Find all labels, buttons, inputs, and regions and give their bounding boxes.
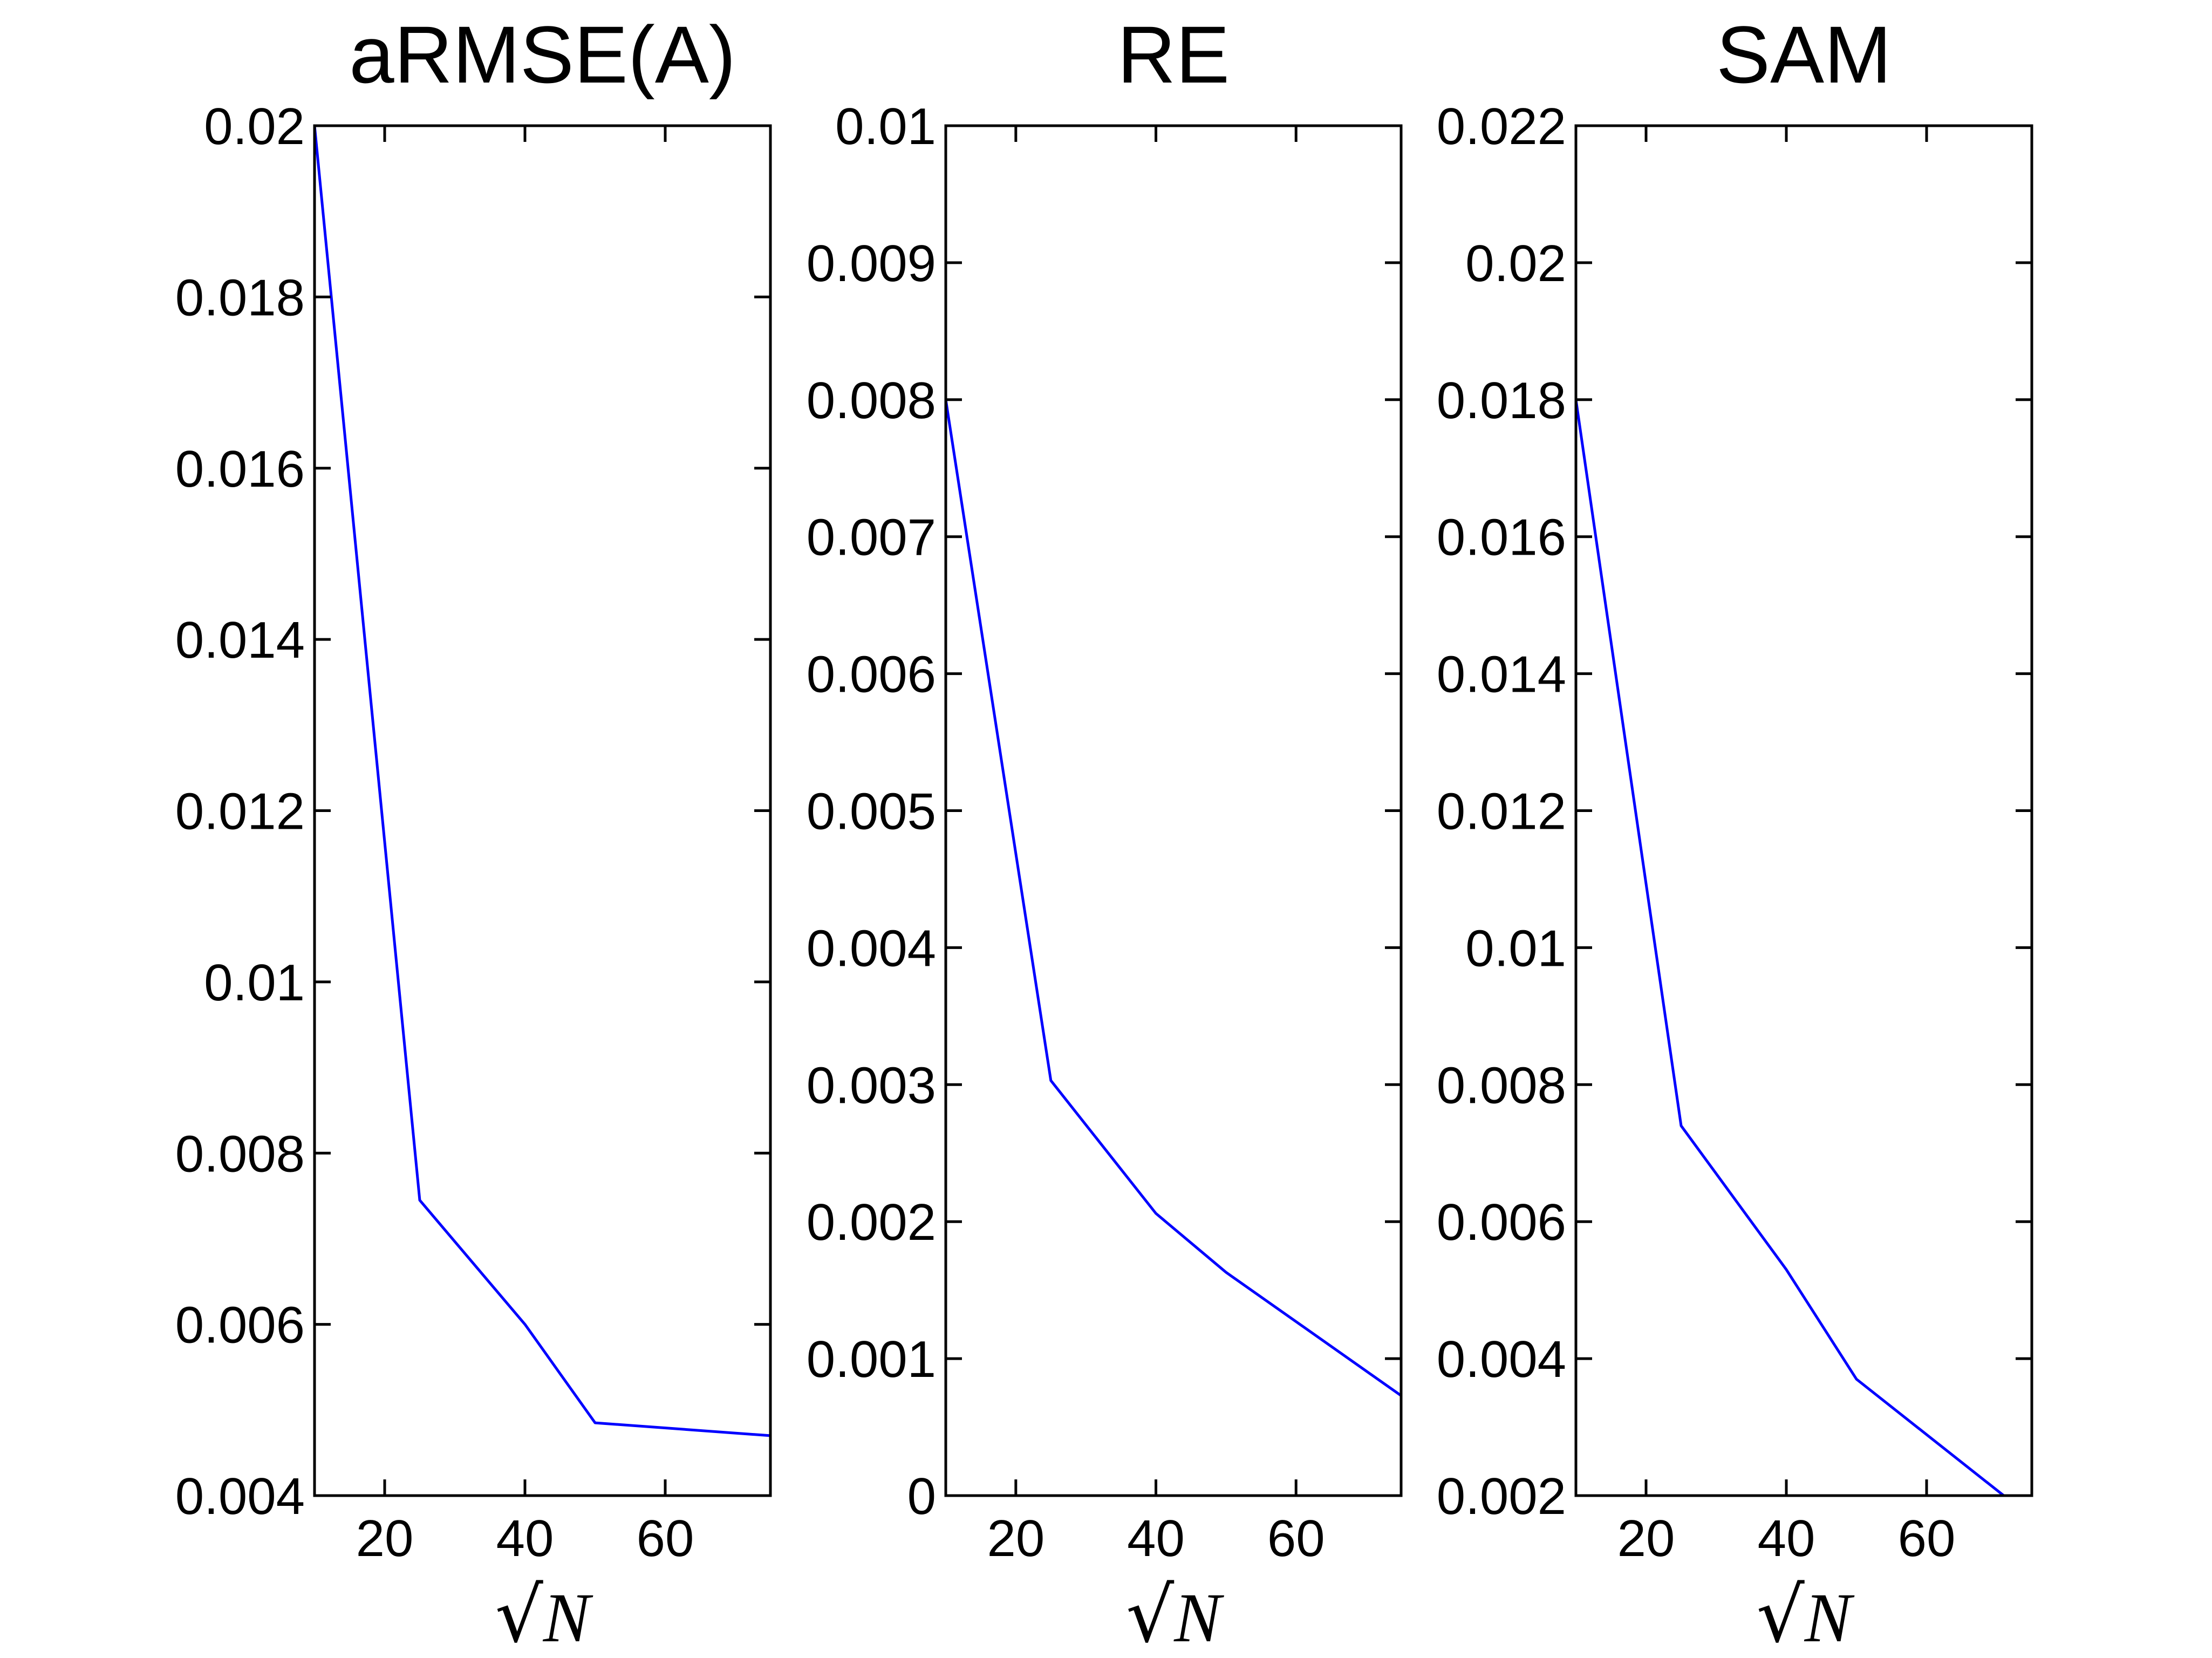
chart-sam: SAM 0.002 0.004 0.006 0.008 0.01 0.012 0.014 0.0… (1437, 9, 2033, 1658)
y-tick-label: 0.006 (807, 646, 936, 704)
y-tick-label: 0.002 (1437, 1468, 1566, 1525)
y-tick-label: 0.008 (175, 1125, 305, 1183)
x-tick-label: 40 (496, 1510, 554, 1567)
chart-title: SAM (1716, 9, 1892, 100)
sqrt-symbol: √ (1126, 1572, 1175, 1658)
y-tick-label: 0.007 (807, 509, 936, 567)
axes-frame (944, 124, 1403, 1497)
y-tick-label: 0.022 (1437, 98, 1566, 155)
y-tick-label: 0.014 (175, 611, 305, 669)
y-tick-label: 0.004 (1437, 1331, 1566, 1388)
y-tick-label: 0.02 (204, 98, 305, 155)
y-tick-label: 0.016 (175, 440, 305, 498)
y-tick-label: 0.006 (1437, 1193, 1566, 1251)
x-tick-label: 40 (1758, 1510, 1815, 1567)
y-tick-label: 0.016 (1437, 509, 1566, 567)
y-tick-label: 0 (907, 1468, 936, 1525)
y-tick-label: 0.01 (204, 954, 305, 1012)
y-tick-label: 0.01 (1465, 919, 1566, 977)
y-tick-label: 0.004 (175, 1468, 305, 1525)
chart-title: RE (1117, 9, 1230, 100)
x-axis-label: √N (495, 1572, 593, 1658)
y-tick-label: 0.009 (807, 235, 936, 292)
sqrt-symbol: √ (1757, 1572, 1805, 1658)
sqrt-symbol: √ (495, 1572, 544, 1658)
y-tick-label: 0.005 (807, 783, 936, 841)
x-tick-label: 60 (1267, 1510, 1325, 1567)
x-axis-variable: N (1804, 1579, 1855, 1657)
y-tick-label: 0.012 (1437, 783, 1566, 841)
y-tick-label: 0.018 (1437, 372, 1566, 429)
x-axis-label: √N (1126, 1572, 1224, 1658)
y-tick-label: 0.008 (807, 372, 936, 429)
y-tick-label: 0.004 (807, 919, 936, 977)
y-tick-label: 0.002 (807, 1193, 936, 1251)
x-tick-label: 40 (1127, 1510, 1185, 1567)
y-tick-label: 0.01 (835, 98, 936, 155)
series-line (944, 399, 1402, 1397)
x-tick-label: 20 (987, 1510, 1044, 1567)
x-axis-label: √N (1757, 1572, 1855, 1658)
y-tick-label: 0.018 (175, 269, 305, 326)
y-tick-label: 0.02 (1465, 235, 1566, 292)
y-tick-label: 0.001 (807, 1331, 936, 1388)
y-tick-label: 0.006 (175, 1297, 305, 1354)
chart-title: aRMSE(A) (349, 9, 736, 100)
x-tick-label: 20 (1617, 1510, 1675, 1567)
y-tick-label: 0.012 (175, 783, 305, 841)
y-tick-label: 0.014 (1437, 646, 1566, 704)
x-axis-variable: N (1173, 1579, 1224, 1657)
y-tick-label: 0.008 (1437, 1056, 1566, 1114)
series-line (313, 125, 771, 1437)
y-tick-label: 0.003 (807, 1056, 936, 1114)
chart-re: RE 0 0.001 0.002 0.003 0.004 0.005 0.006 0.007 0.… (807, 9, 1403, 1658)
axes-frame (1574, 124, 2033, 1497)
x-tick-label: 60 (637, 1510, 694, 1567)
x-tick-label: 20 (356, 1510, 414, 1567)
series-line (1574, 399, 2005, 1497)
chart-armse: aRMSE(A) 0.004 0.006 0.008 0.01 0.012 0.014 0.0… (175, 9, 772, 1658)
x-axis-variable: N (543, 1579, 593, 1657)
x-tick-label: 60 (1898, 1510, 1956, 1567)
